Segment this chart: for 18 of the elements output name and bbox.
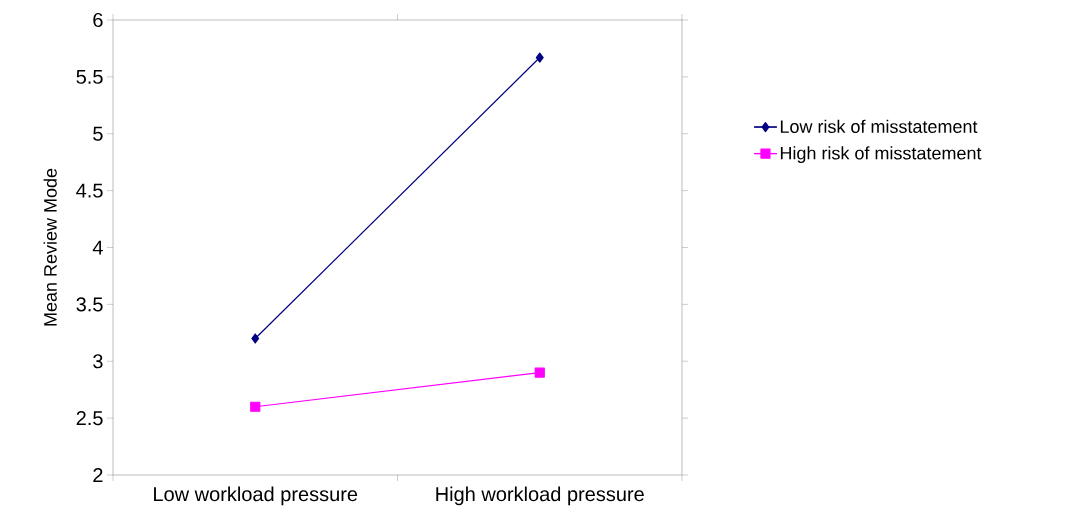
point (250, 401, 261, 412)
legend-label: High risk of misstatement (780, 146, 982, 164)
y-tick-label: 3.5 (76, 297, 103, 312)
y-tick-label: 4 (92, 240, 103, 255)
y-tick-label: 6 (93, 12, 103, 28)
point (534, 367, 545, 378)
x-tick-label: High workload pressure (436, 486, 644, 506)
point (535, 52, 544, 63)
legend-label: Low risk of misstatement (780, 119, 978, 133)
y-tick-label: 2.5 (76, 411, 103, 426)
y-tick-label: 5 (93, 126, 103, 141)
y-tick-label: 4.5 (76, 183, 103, 198)
y-tick-label: 5.5 (76, 69, 103, 84)
x-tick-label: Low workload pressure (154, 486, 358, 506)
point (251, 333, 260, 344)
y-axis-title: Mean Review Mode (43, 168, 57, 326)
y-tick-label: 2 (93, 468, 103, 482)
y-tick-label: 3 (93, 354, 103, 369)
